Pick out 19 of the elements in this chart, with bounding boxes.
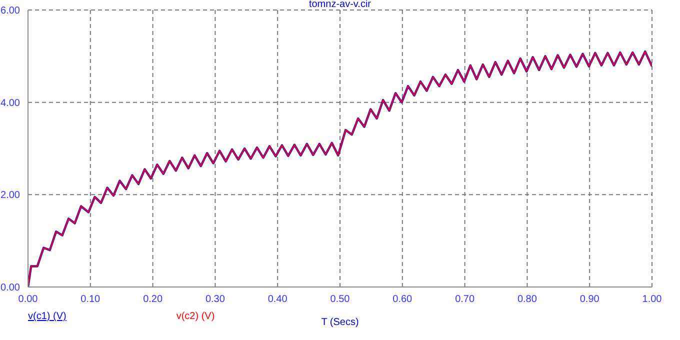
y-tick-label: 6.00 bbox=[0, 6, 20, 17]
y-tick-label: 2.00 bbox=[0, 190, 20, 202]
text: v(c1) (V) bbox=[28, 311, 66, 322]
x-tick-label: 0.00 bbox=[18, 294, 38, 306]
y-tick-label: 4.00 bbox=[0, 98, 20, 109]
y-tick-label: 0.00 bbox=[0, 282, 20, 294]
x-tick-label: 0.70 bbox=[455, 294, 475, 306]
x-tick-label: 0.40 bbox=[268, 294, 288, 306]
x-tick-label: 0.80 bbox=[517, 294, 538, 306]
text: v(c2) (V) bbox=[176, 311, 215, 322]
x-tick-label: 0.50 bbox=[330, 294, 350, 306]
x-tick-label: 0.10 bbox=[80, 294, 101, 306]
x-tick-label: 0.20 bbox=[143, 294, 163, 306]
x-tick-label: 0.30 bbox=[205, 294, 226, 306]
x-tick-label: 0.90 bbox=[580, 294, 600, 306]
x-axis-title: T (Secs) bbox=[321, 317, 359, 328]
chart-title: tomnz-av-v.cir bbox=[308, 0, 372, 10]
x-tick-label: 0.60 bbox=[392, 294, 413, 306]
x-tick-label: 1.00 bbox=[642, 294, 662, 306]
